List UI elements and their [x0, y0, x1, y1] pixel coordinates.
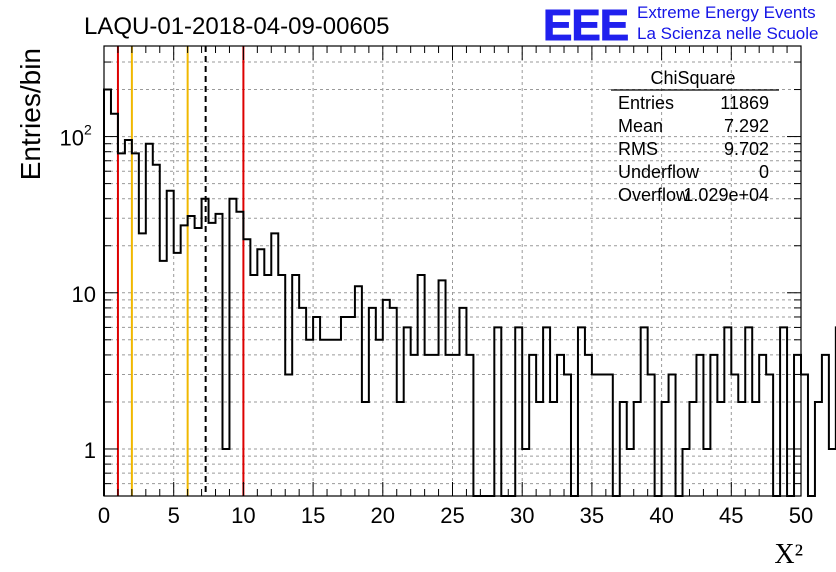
x-tick-label: 40	[649, 503, 673, 528]
chart-title: LAQU-01-2018-04-09-00605	[84, 13, 390, 40]
stats-row-label: Overflow	[618, 185, 690, 205]
x-tick-label: 20	[371, 503, 395, 528]
x-tick-label: 25	[440, 503, 464, 528]
y-tick-label: 10	[60, 126, 84, 151]
stats-row-label: Entries	[618, 93, 674, 113]
y-tick-exponent: 2	[84, 122, 92, 138]
stats-row-value: 0	[759, 162, 769, 182]
eee-logo: EEE Extreme Energy Events La Scienza nel…	[543, 1, 819, 51]
stats-row-value: 11869	[720, 93, 769, 113]
x-tick-label: 10	[231, 503, 255, 528]
x-tick-label: 50	[789, 503, 813, 528]
stats-row-label: Mean	[618, 116, 663, 136]
eee-logo-line2: La Scienza nelle Scuole	[637, 24, 818, 43]
x-tick-label: 0	[98, 503, 110, 528]
stats-row-value: 9.702	[724, 139, 769, 159]
axis-ticks	[103, 46, 802, 496]
x-tick-label: 30	[510, 503, 534, 528]
eee-logo-text: EEE	[543, 1, 628, 50]
stats-box-name: ChiSquare	[650, 68, 735, 88]
stats-row-value: 1.029e+04	[683, 185, 769, 205]
y-tick-label: 10	[72, 282, 96, 307]
y-tick-label: 1	[84, 438, 96, 463]
x-tick-label: 35	[580, 503, 604, 528]
x-tick-label: 45	[719, 503, 743, 528]
stats-row-value: 7.292	[724, 116, 769, 136]
reference-lines	[116, 46, 245, 496]
x-tick-label: 5	[168, 503, 180, 528]
x-axis-label: X²	[774, 539, 803, 570]
y-axis-label: Entries/bin	[15, 48, 46, 180]
grid	[104, 46, 801, 496]
eee-logo-line1: Extreme Energy Events	[637, 3, 816, 22]
x-tick-label: 15	[301, 503, 325, 528]
stats-box: ChiSquare Entries 11869 Mean 7.292 RMS 9.702 U…	[611, 68, 779, 205]
stats-row-label: RMS	[618, 139, 658, 159]
stats-row-label: Underflow	[618, 162, 700, 182]
histogram-series	[103, 88, 836, 497]
